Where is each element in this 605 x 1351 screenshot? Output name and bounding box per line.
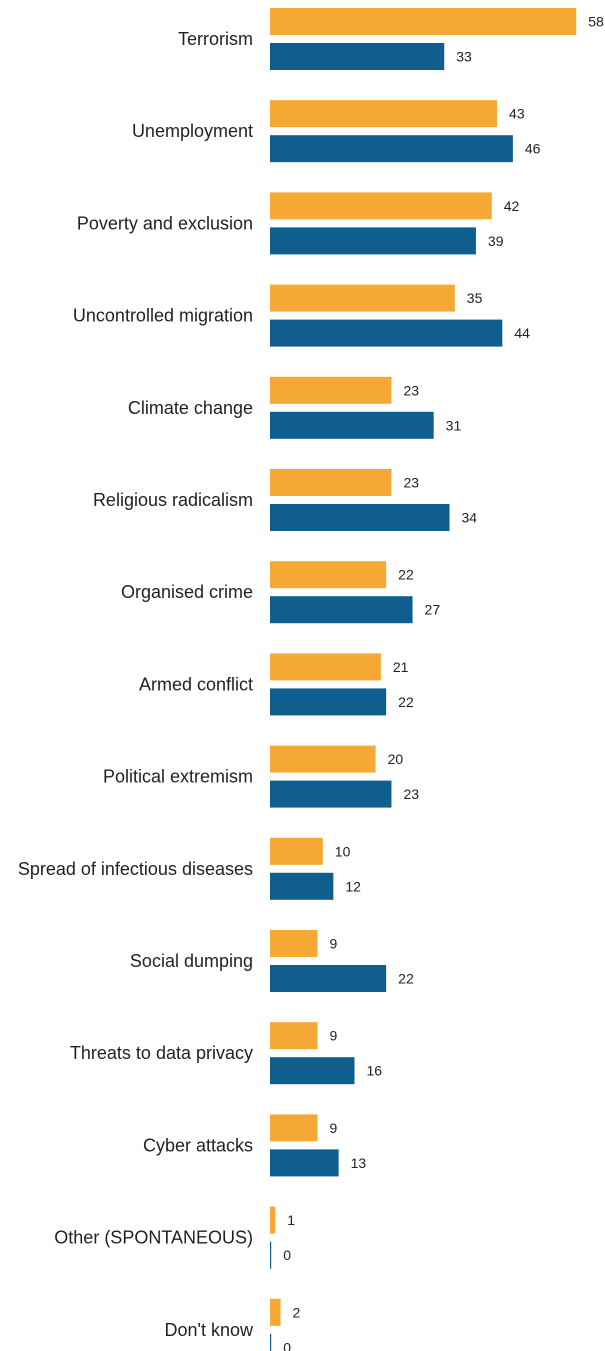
bar-climate-change-series-2 xyxy=(270,411,434,439)
value-label-don-t-know-series-1: 2 xyxy=(293,1304,301,1320)
bar-organised-crime-series-2 xyxy=(270,596,413,624)
bar-don-t-know-series-1 xyxy=(270,1298,281,1326)
bar-poverty-and-exclusion-series-2 xyxy=(270,227,476,255)
bar-social-dumping-series-1 xyxy=(270,930,318,957)
category-label-spread-of-infectious-diseases: Spread of infectious diseases xyxy=(18,859,253,879)
bar-don-t-know-series-2 xyxy=(270,1333,272,1351)
value-label-other-spontaneous-series-2: 0 xyxy=(283,1247,291,1263)
value-label-political-extremism-series-2: 23 xyxy=(403,786,419,802)
category-label-threats-to-data-privacy: Threats to data privacy xyxy=(70,1043,253,1063)
bar-cyber-attacks-series-1 xyxy=(270,1114,318,1142)
category-label-social-dumping: Social dumping xyxy=(130,951,253,971)
category-label-unemployment: Unemployment xyxy=(132,121,253,141)
value-label-don-t-know-series-2: 0 xyxy=(283,1339,291,1351)
value-label-poverty-and-exclusion-series-1: 42 xyxy=(504,198,520,214)
bar-threats-to-data-privacy-series-1 xyxy=(270,1022,318,1050)
bar-terrorism-series-1 xyxy=(270,8,577,35)
category-label-uncontrolled-migration: Uncontrolled migration xyxy=(73,306,253,326)
value-label-religious-radicalism-series-1: 23 xyxy=(403,475,419,491)
value-label-armed-conflict-series-1: 21 xyxy=(393,659,409,675)
bar-armed-conflict-series-1 xyxy=(270,653,381,681)
value-label-poverty-and-exclusion-series-2: 39 xyxy=(488,233,504,249)
category-label-cyber-attacks: Cyber attacks xyxy=(143,1135,253,1155)
category-label-religious-radicalism: Religious radicalism xyxy=(93,490,253,510)
value-label-cyber-attacks-series-1: 9 xyxy=(330,1120,338,1136)
category-label-other-spontaneous: Other (SPONTANEOUS) xyxy=(54,1228,253,1248)
bar-poverty-and-exclusion-series-1 xyxy=(270,192,492,220)
value-label-uncontrolled-migration-series-1: 35 xyxy=(467,290,483,306)
category-label-don-t-know: Don't know xyxy=(165,1320,254,1340)
bar-climate-change-series-1 xyxy=(270,376,392,404)
category-label-climate-change: Climate change xyxy=(128,398,253,418)
bar-spread-of-infectious-diseases-series-2 xyxy=(270,872,334,900)
bar-uncontrolled-migration-series-1 xyxy=(270,284,455,312)
value-label-unemployment-series-2: 46 xyxy=(525,141,541,157)
category-label-organised-crime: Organised crime xyxy=(121,582,253,602)
bar-unemployment-series-1 xyxy=(270,100,498,128)
bar-cyber-attacks-series-2 xyxy=(270,1149,339,1177)
category-label-terrorism: Terrorism xyxy=(178,29,253,49)
bar-other-spontaneous-series-2 xyxy=(270,1241,272,1269)
bar-unemployment-series-2 xyxy=(270,135,513,163)
category-label-political-extremism: Political extremism xyxy=(103,767,253,787)
bar-threats-to-data-privacy-series-2 xyxy=(270,1057,355,1085)
bar-social-dumping-series-2 xyxy=(270,965,387,992)
value-label-unemployment-series-1: 43 xyxy=(509,106,525,122)
value-label-spread-of-infectious-diseases-series-2: 12 xyxy=(345,878,361,894)
category-label-armed-conflict: Armed conflict xyxy=(139,674,253,694)
bar-political-extremism-series-1 xyxy=(270,745,376,773)
value-label-armed-conflict-series-2: 22 xyxy=(398,694,414,710)
value-label-organised-crime-series-1: 22 xyxy=(398,567,414,583)
value-label-uncontrolled-migration-series-2: 44 xyxy=(514,325,530,341)
value-label-climate-change-series-2: 31 xyxy=(446,417,462,433)
value-label-organised-crime-series-2: 27 xyxy=(425,602,441,618)
value-label-cyber-attacks-series-2: 13 xyxy=(351,1155,367,1171)
value-label-spread-of-infectious-diseases-series-1: 10 xyxy=(335,843,351,859)
category-labels: Terrorism Unemployment Poverty and exclusi… xyxy=(18,29,254,1340)
value-label-climate-change-series-1: 23 xyxy=(403,382,419,398)
value-label-social-dumping-series-2: 22 xyxy=(398,971,414,987)
value-label-other-spontaneous-series-1: 1 xyxy=(287,1212,295,1228)
bar-religious-radicalism-series-1 xyxy=(270,469,392,496)
value-label-religious-radicalism-series-2: 34 xyxy=(462,510,478,526)
value-labels: 5833434642393544233123342227212220231012… xyxy=(283,14,604,1351)
bar-uncontrolled-migration-series-2 xyxy=(270,319,503,347)
bars xyxy=(270,8,577,1351)
value-label-political-extremism-series-1: 20 xyxy=(388,751,404,767)
value-label-threats-to-data-privacy-series-2: 16 xyxy=(366,1063,382,1079)
value-label-terrorism-series-2: 33 xyxy=(456,49,472,65)
bar-organised-crime-series-1 xyxy=(270,561,387,589)
value-label-terrorism-series-1: 58 xyxy=(588,14,604,30)
value-label-threats-to-data-privacy-series-1: 9 xyxy=(330,1028,338,1044)
bar-armed-conflict-series-2 xyxy=(270,688,387,716)
bar-terrorism-series-2 xyxy=(270,43,445,70)
bar-religious-radicalism-series-2 xyxy=(270,504,450,531)
bar-political-extremism-series-2 xyxy=(270,780,392,808)
value-label-social-dumping-series-1: 9 xyxy=(330,936,338,952)
category-label-poverty-and-exclusion: Poverty and exclusion xyxy=(77,213,253,233)
bar-other-spontaneous-series-1 xyxy=(270,1206,276,1234)
bar-spread-of-infectious-diseases-series-1 xyxy=(270,837,323,865)
